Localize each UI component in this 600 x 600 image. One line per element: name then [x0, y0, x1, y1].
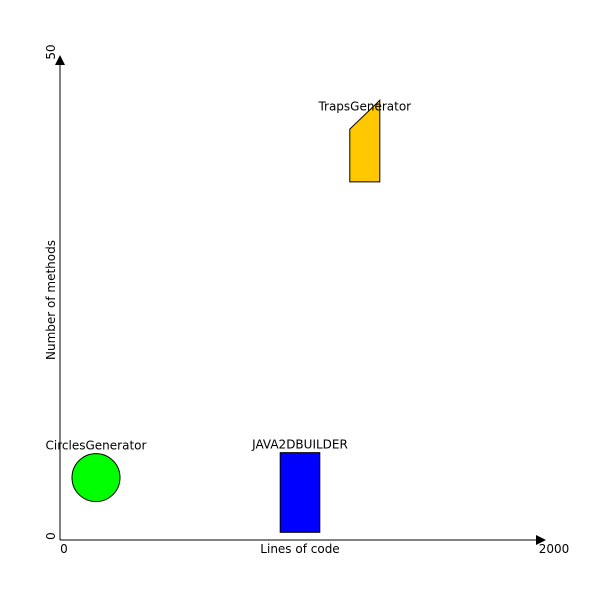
- point-label-circlesgenerator: CirclesGenerator: [46, 439, 147, 453]
- y-axis-arrow: [55, 55, 65, 65]
- point-circlesgenerator: [71, 453, 121, 503]
- y-axis-label: Number of methods: [44, 240, 58, 360]
- y-tick-label: 50: [44, 44, 58, 59]
- x-axis-arrow: [536, 535, 546, 545]
- y-tick-label: 0: [44, 532, 58, 540]
- x-axis-label: Lines of code: [260, 542, 339, 556]
- point-label-trapsgenerator: TrapsGenerator: [317, 100, 411, 114]
- x-tick-label: 0: [60, 542, 68, 556]
- x-tick-label: 2000: [539, 542, 570, 556]
- point-trapsgenerator: [349, 99, 381, 183]
- chart-marks: CirclesGenerator JAVA2DBUILDER TrapsGenera…: [46, 99, 411, 533]
- point-label-java2dbuilder: JAVA2DBUILDER: [251, 438, 348, 452]
- point-java2dbuilder: [279, 452, 321, 533]
